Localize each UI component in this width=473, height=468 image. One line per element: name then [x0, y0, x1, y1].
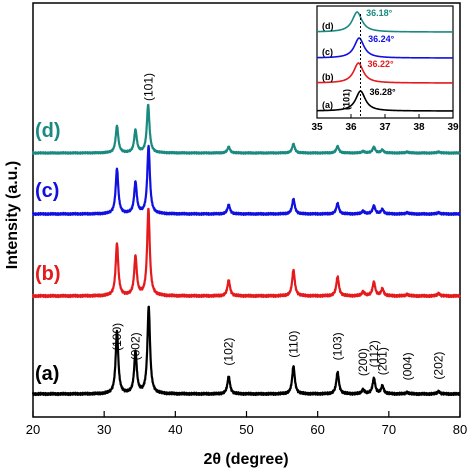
inset-series-letter: (d) [322, 21, 334, 31]
inset-series-letter: (b) [322, 72, 334, 82]
inset-frame [316, 5, 454, 119]
series-label-a: (a) [35, 363, 59, 385]
main-plot-area: 20 30 40 50 60 70 80 (100) (002) (102) (110) (103)… [26, 2, 467, 437]
peak-label: (202) [432, 352, 446, 380]
main-curves [31, 103, 461, 397]
inset-x-tick-label: 39 [447, 122, 459, 133]
peak-label: (201) [375, 347, 389, 375]
series-label-d: (d) [35, 120, 61, 142]
x-tick-label: 20 [26, 422, 40, 437]
inset-reference-label: (101) [342, 89, 352, 110]
inset-x-tick-label: 35 [311, 122, 323, 133]
y-axis-title: Intensity (a.u.) [4, 161, 21, 269]
peak-label: (002) [129, 332, 143, 360]
inset-series-letter: (c) [322, 47, 333, 57]
inset-peak-value: 36.18° [366, 8, 393, 18]
series-line-c [31, 144, 461, 217]
inset-plot: 35 36 37 38 39 (a) 36.28° (b) 36.22° (c) 36.24° (d… [311, 5, 459, 133]
inset-series-letter: (a) [322, 100, 333, 110]
inset-series-line-a [316, 90, 453, 112]
main-peak-labels: (100) (002) (102) (110) (103) (200)(112)(201)… [110, 73, 446, 380]
peak-label-101: (101) [141, 73, 155, 101]
inset-series-line-d [316, 11, 453, 33]
main-curve-labels: (a) (b) (c) (d) [35, 120, 61, 385]
inset-x-ticks: 35 36 37 38 39 [311, 114, 459, 133]
inset-peak-value: 36.22° [367, 59, 394, 69]
peak-label: (103) [331, 332, 345, 360]
inset-x-tick-label: 37 [379, 122, 391, 133]
inset-x-tick-label: 38 [413, 122, 425, 133]
inset-peak-value: 36.24° [368, 34, 395, 44]
peak-label: (100) [110, 323, 124, 351]
x-tick-label: 70 [382, 422, 396, 437]
peak-label: (200) [356, 348, 370, 376]
peak-label: (110) [287, 331, 301, 358]
inset-peak-value: 36.28° [370, 87, 397, 97]
x-axis-title: 2θ (degree) [203, 451, 288, 468]
peak-label: (102) [222, 338, 236, 366]
series-label-c: (c) [35, 180, 59, 202]
inset-x-tick-label: 36 [345, 122, 357, 133]
x-tick-label: 80 [453, 422, 467, 437]
x-tick-label: 40 [168, 422, 182, 437]
inset-curves [316, 11, 454, 118]
series-line-b [31, 207, 461, 299]
peak-label: (004) [400, 352, 414, 380]
x-tick-label: 60 [310, 422, 324, 437]
main-x-ticks: 20 30 40 50 60 70 80 [26, 411, 467, 437]
inset-series-line-b [316, 62, 454, 84]
x-tick-label: 30 [97, 422, 111, 437]
inset-series-line-c [316, 37, 453, 59]
x-tick-label: 50 [239, 422, 253, 437]
series-line-a [31, 305, 461, 397]
inset-labels: (a) 36.28° (b) 36.22° (c) 36.24° (d) 36.18° (101… [322, 8, 396, 110]
series-line-d [31, 103, 461, 155]
peak-label: (112) [367, 340, 381, 367]
series-label-b: (b) [35, 263, 61, 285]
